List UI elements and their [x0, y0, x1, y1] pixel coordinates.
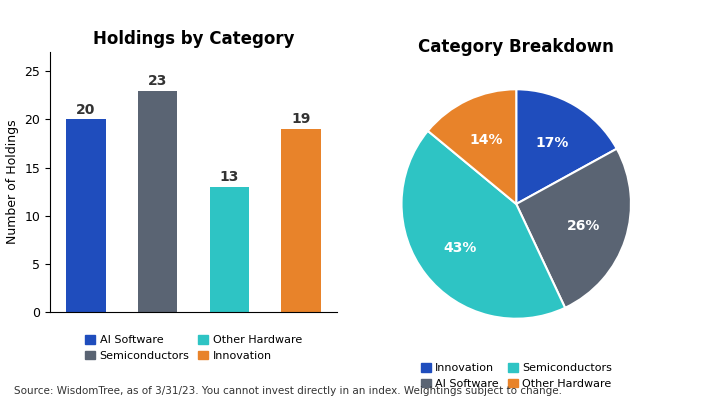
Text: 13: 13 [219, 170, 239, 184]
Bar [138, 90, 178, 312]
Bar [210, 187, 250, 312]
Text: 20: 20 [76, 102, 96, 116]
Wedge shape [516, 149, 631, 308]
Text: 43%: 43% [443, 240, 477, 254]
Text: 14%: 14% [469, 133, 503, 147]
Bar [66, 120, 106, 312]
Text: Source: WisdomTree, as of 3/31/23. You cannot invest directly in an index. Weigh: Source: WisdomTree, as of 3/31/23. You c… [14, 386, 562, 396]
Text: 26%: 26% [567, 219, 601, 233]
Title: Holdings by Category: Holdings by Category [92, 30, 295, 48]
Wedge shape [402, 131, 565, 319]
Y-axis label: Number of Holdings: Number of Holdings [6, 120, 19, 244]
Title: Category Breakdown: Category Breakdown [418, 38, 614, 56]
Text: 23: 23 [148, 74, 168, 88]
Wedge shape [516, 89, 617, 204]
Bar [281, 129, 321, 312]
Wedge shape [428, 89, 516, 204]
Legend: Innovation, AI Software, Semiconductors, Other Hardware: Innovation, AI Software, Semiconductors,… [416, 359, 617, 393]
Text: 17%: 17% [536, 136, 569, 150]
Legend: AI Software, Semiconductors, Other Hardware, Innovation: AI Software, Semiconductors, Other Hardw… [81, 330, 306, 365]
Text: 19: 19 [291, 112, 311, 126]
